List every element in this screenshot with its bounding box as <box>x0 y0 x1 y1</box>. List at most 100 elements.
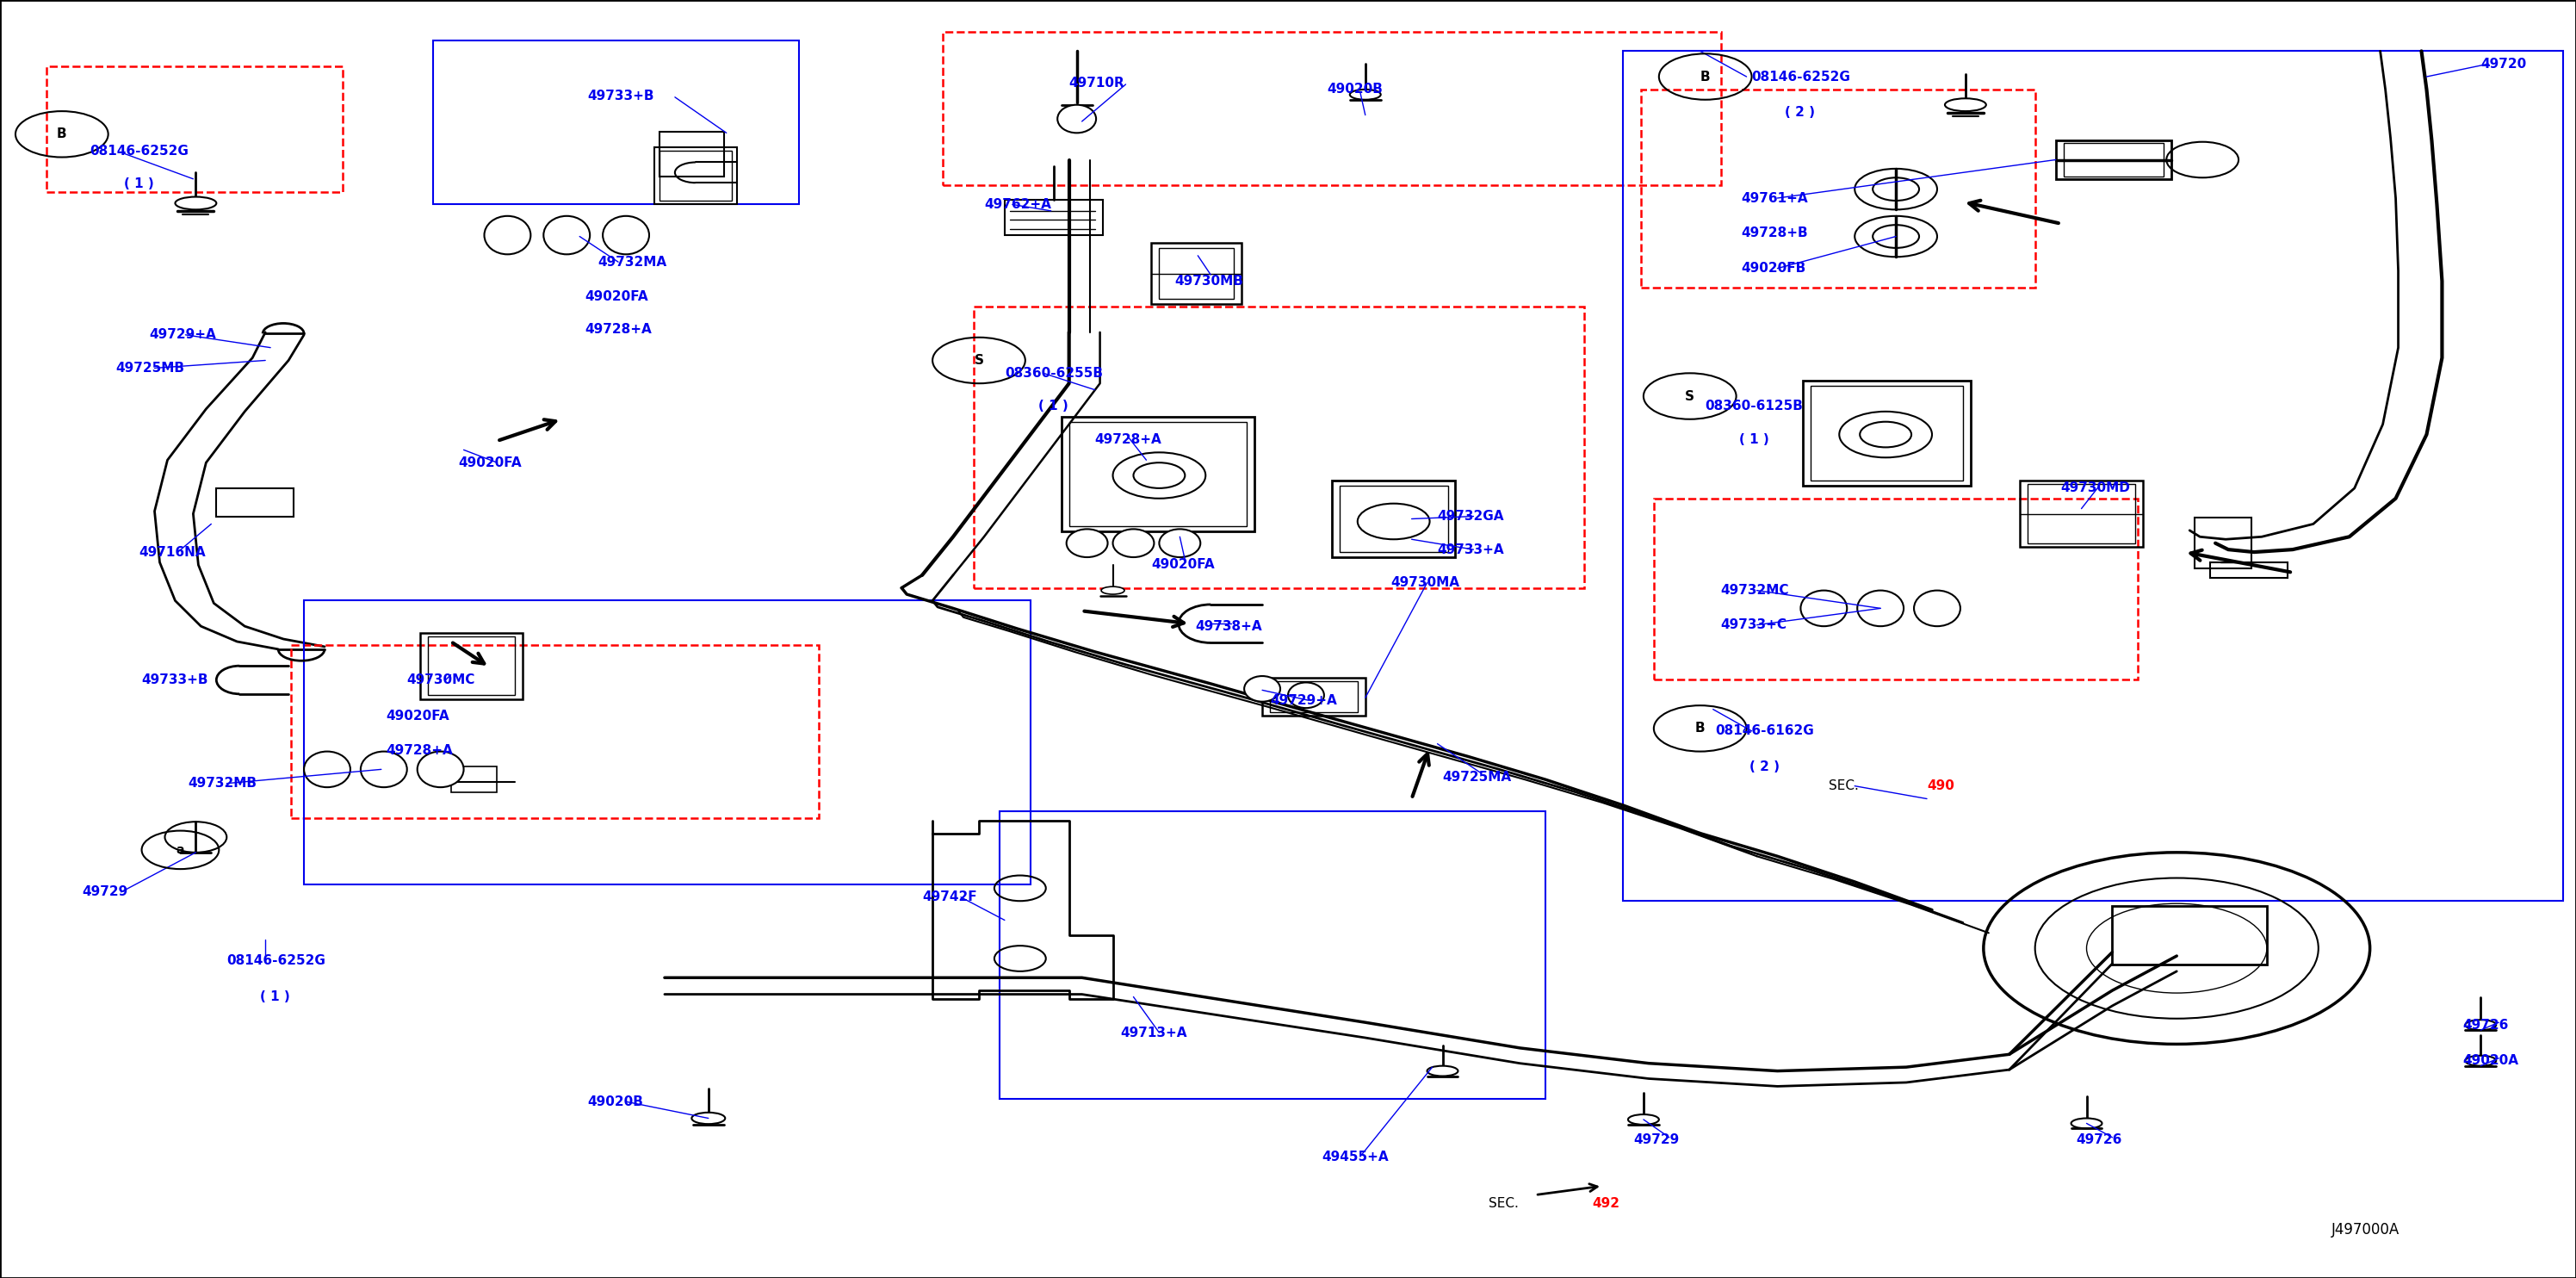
Text: 49020B: 49020B <box>587 1095 644 1108</box>
Bar <box>2027 484 2136 543</box>
Text: a: a <box>175 843 185 856</box>
Text: 49732MA: 49732MA <box>598 256 667 268</box>
Text: 49455+A: 49455+A <box>1321 1150 1388 1163</box>
Bar <box>999 812 1546 1099</box>
Text: 08146-6252G: 08146-6252G <box>227 955 325 967</box>
Bar <box>1654 498 2138 680</box>
Bar <box>943 32 1721 185</box>
Bar <box>654 147 737 204</box>
Ellipse shape <box>1427 1066 1458 1076</box>
Ellipse shape <box>2465 1056 2496 1066</box>
Text: 49020FB: 49020FB <box>1741 262 1806 275</box>
Text: 49726: 49726 <box>2463 1019 2509 1031</box>
Text: 49020FA: 49020FA <box>459 456 523 469</box>
Ellipse shape <box>1159 529 1200 557</box>
Text: 08146-6252G: 08146-6252G <box>90 144 188 157</box>
Text: ( 1 ): ( 1 ) <box>1739 433 1770 446</box>
Text: 49729: 49729 <box>82 886 129 898</box>
Ellipse shape <box>1945 98 1986 111</box>
Ellipse shape <box>1628 1114 1659 1125</box>
Bar <box>420 633 523 699</box>
Ellipse shape <box>1288 682 1324 708</box>
Text: SEC.: SEC. <box>1829 780 1860 792</box>
Ellipse shape <box>361 751 407 787</box>
Text: SEC.: SEC. <box>1489 1197 1520 1210</box>
Bar <box>2195 518 2251 569</box>
Bar <box>1061 417 1255 532</box>
Ellipse shape <box>2071 1118 2102 1128</box>
Text: 49730MB: 49730MB <box>1175 275 1244 288</box>
Bar <box>1803 381 1971 486</box>
Ellipse shape <box>603 216 649 254</box>
Text: 49728+A: 49728+A <box>585 323 652 336</box>
Text: 49716NA: 49716NA <box>139 546 206 558</box>
Circle shape <box>1873 178 1919 201</box>
Bar <box>2063 143 2164 176</box>
Bar <box>451 767 497 792</box>
Text: 49725MA: 49725MA <box>1443 771 1512 783</box>
Text: 49761+A: 49761+A <box>1741 192 1808 204</box>
Ellipse shape <box>175 197 216 210</box>
Bar <box>1340 486 1448 552</box>
Bar <box>2112 906 2267 965</box>
Text: 49020A: 49020A <box>2463 1054 2519 1067</box>
Text: 49732GA: 49732GA <box>1437 510 1504 523</box>
Bar <box>433 41 799 204</box>
Ellipse shape <box>1100 587 1123 594</box>
Text: B: B <box>1700 70 1710 83</box>
Text: 49710R: 49710R <box>1069 77 1126 89</box>
Ellipse shape <box>417 751 464 787</box>
Text: 08360-6125B: 08360-6125B <box>1705 400 1803 413</box>
Bar <box>659 151 732 201</box>
Ellipse shape <box>1857 590 1904 626</box>
Bar <box>46 66 343 192</box>
Ellipse shape <box>1801 590 1847 626</box>
Text: ( 1 ): ( 1 ) <box>1038 400 1069 413</box>
Text: 49020FA: 49020FA <box>585 290 649 303</box>
Bar <box>291 645 819 818</box>
Bar <box>1159 248 1234 299</box>
Ellipse shape <box>1113 529 1154 557</box>
Bar <box>1262 677 1365 716</box>
Text: 08360-6255B: 08360-6255B <box>1005 367 1103 380</box>
Bar <box>1332 481 1455 557</box>
Text: 492: 492 <box>1592 1197 1620 1210</box>
Ellipse shape <box>1244 676 1280 702</box>
Text: 49730MC: 49730MC <box>407 674 477 686</box>
Text: 49733+A: 49733+A <box>1437 543 1504 556</box>
Text: 49738+A: 49738+A <box>1195 620 1262 633</box>
Text: ( 2 ): ( 2 ) <box>1749 760 1780 773</box>
Bar <box>1270 681 1358 712</box>
Ellipse shape <box>1056 105 1097 133</box>
Text: 49733+B: 49733+B <box>142 674 209 686</box>
Bar <box>428 636 515 695</box>
Ellipse shape <box>1914 590 1960 626</box>
Text: 08146-6162G: 08146-6162G <box>1716 725 1814 737</box>
Bar <box>1069 422 1247 527</box>
Text: B: B <box>1695 722 1705 735</box>
Ellipse shape <box>304 751 350 787</box>
Circle shape <box>1873 225 1919 248</box>
Text: 49728+A: 49728+A <box>386 744 453 757</box>
Text: J497000A: J497000A <box>2331 1222 2398 1237</box>
Bar <box>1623 51 2563 901</box>
Text: 49730MD: 49730MD <box>2061 482 2130 495</box>
Ellipse shape <box>1066 529 1108 557</box>
Bar <box>1811 386 1963 481</box>
Bar <box>974 307 1584 588</box>
Ellipse shape <box>690 1112 726 1125</box>
Ellipse shape <box>1350 89 1381 100</box>
Bar <box>1151 243 1242 304</box>
Text: 49732MB: 49732MB <box>188 777 258 790</box>
Circle shape <box>1133 463 1185 488</box>
Text: 49733+B: 49733+B <box>587 89 654 102</box>
Text: ( 1 ): ( 1 ) <box>260 990 291 1003</box>
Bar <box>304 601 1030 884</box>
Text: B: B <box>57 128 67 141</box>
Text: S: S <box>974 354 984 367</box>
Text: 49732MC: 49732MC <box>1721 584 1790 597</box>
Text: 49020B: 49020B <box>1327 83 1383 96</box>
Text: 49730MA: 49730MA <box>1391 576 1461 589</box>
Text: 49728+A: 49728+A <box>1095 433 1162 446</box>
Text: 49729+A: 49729+A <box>149 328 216 341</box>
